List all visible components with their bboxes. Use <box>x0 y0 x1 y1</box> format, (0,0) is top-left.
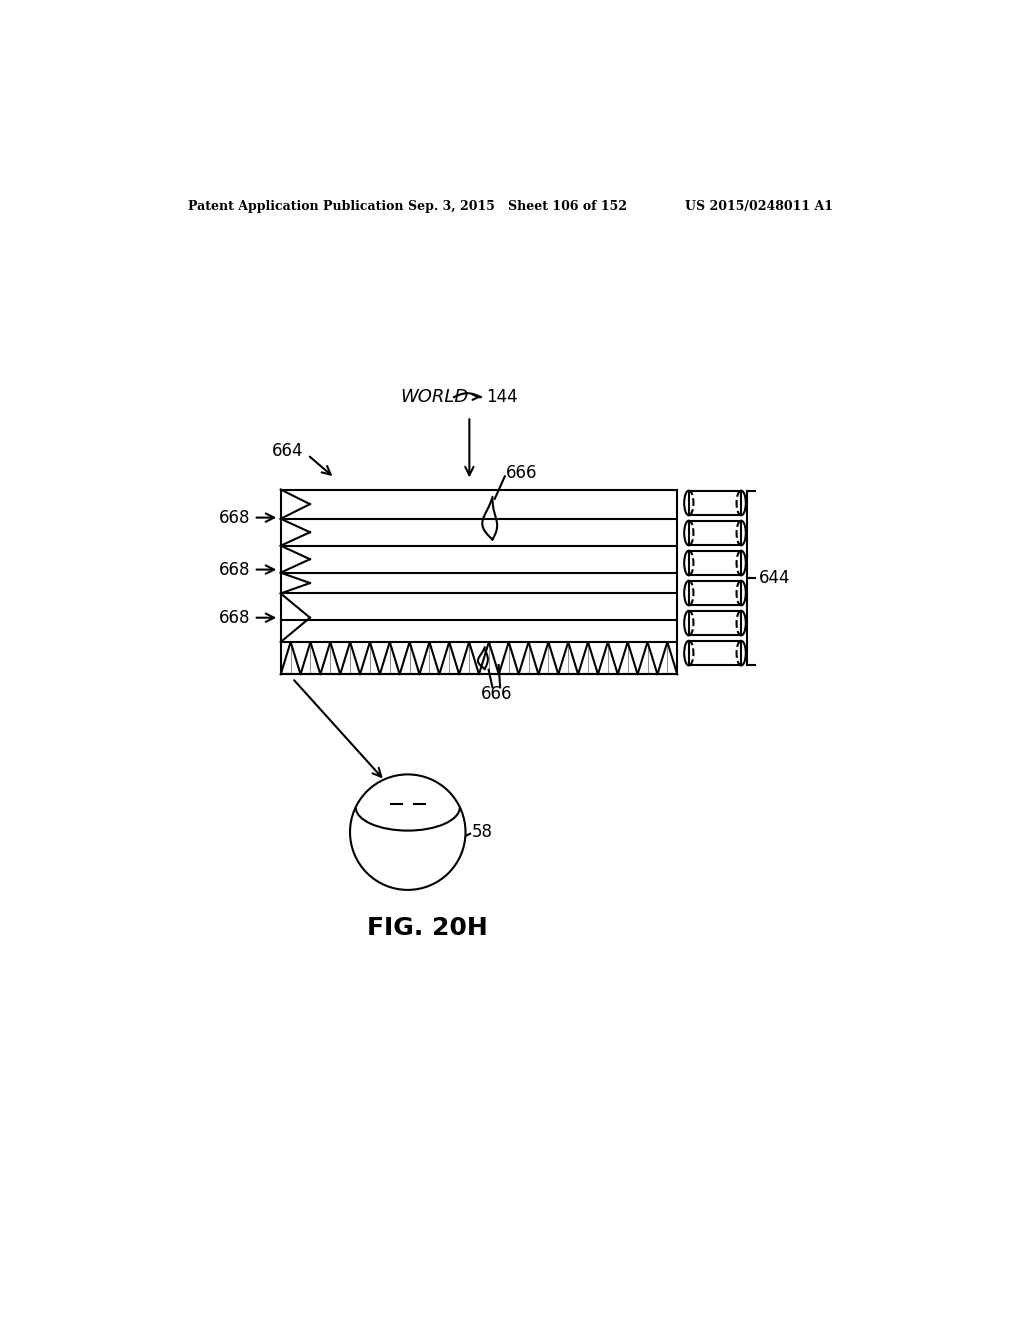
Text: 668: 668 <box>218 508 250 527</box>
Bar <box>281 490 677 675</box>
Text: 58: 58 <box>472 824 493 841</box>
Text: 668: 668 <box>218 561 250 578</box>
Text: 644: 644 <box>759 569 791 587</box>
Text: 666: 666 <box>506 463 538 482</box>
Text: WORLD: WORLD <box>400 388 469 407</box>
Text: FIG. 20H: FIG. 20H <box>367 916 487 940</box>
Text: 666: 666 <box>480 685 512 702</box>
Text: 664: 664 <box>272 442 304 459</box>
Text: US 2015/0248011 A1: US 2015/0248011 A1 <box>685 199 833 213</box>
Text: 668: 668 <box>218 609 250 627</box>
Circle shape <box>350 775 466 890</box>
Text: Sep. 3, 2015   Sheet 106 of 152: Sep. 3, 2015 Sheet 106 of 152 <box>408 199 627 213</box>
Text: Patent Application Publication: Patent Application Publication <box>188 199 403 213</box>
Text: 144: 144 <box>486 388 518 407</box>
